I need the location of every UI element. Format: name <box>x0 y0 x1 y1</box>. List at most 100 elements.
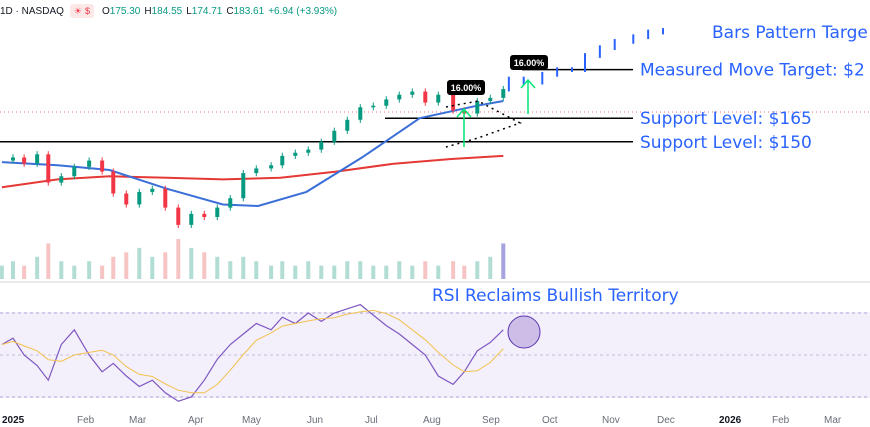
session-badge[interactable]: ☀ $ <box>69 4 94 18</box>
x-tick-label: 2025 <box>2 415 25 426</box>
volume-bar <box>451 261 456 279</box>
pct-label: 16.00% <box>451 83 482 93</box>
pct-label-box <box>510 55 548 70</box>
volume-bar <box>436 265 441 279</box>
level-label: Support Level: $165 <box>640 109 812 129</box>
arrow-head-icon <box>456 107 472 118</box>
pct-label-box <box>447 80 485 95</box>
candle-body <box>46 154 51 183</box>
candle-body <box>72 166 77 177</box>
candle-body <box>423 91 428 103</box>
volume-bar <box>87 261 92 279</box>
volume-bar <box>202 252 207 279</box>
candle-body <box>306 149 311 153</box>
change-value: +6.94 (+3.93%) <box>268 5 338 17</box>
volume-bar <box>0 265 4 279</box>
candle-body <box>163 188 168 208</box>
arrow-head-icon <box>520 78 536 89</box>
close-value: 183.61 <box>233 5 265 17</box>
candle-body <box>124 193 129 205</box>
x-tick-label: Mar <box>824 415 842 426</box>
volume-bar <box>269 265 274 279</box>
rsi-annotation: RSI Reclaims Bullish Territory <box>432 286 679 306</box>
symbol-interval[interactable]: 1D · NASDAQ <box>0 5 64 17</box>
volume-bar <box>176 239 181 279</box>
candle-body <box>319 141 324 150</box>
candle-body <box>293 152 298 156</box>
rsi-line <box>1 303 504 402</box>
volume-bar <box>423 261 428 279</box>
candle-body <box>111 171 116 194</box>
volume-bar <box>293 265 298 279</box>
volume-bar <box>358 261 363 279</box>
x-tick-label: Dec <box>657 415 675 426</box>
candle-body <box>410 91 415 95</box>
candle-body <box>59 176 64 183</box>
candle-body <box>202 213 207 218</box>
candle-body <box>150 188 155 192</box>
volume-bar <box>35 256 40 279</box>
x-tick-label: Feb <box>772 415 790 426</box>
candle-body <box>358 107 363 120</box>
x-tick-label: Apr <box>188 415 204 426</box>
x-tick-label: Sep <box>482 415 500 426</box>
candle-body <box>176 207 181 225</box>
candle-body <box>87 160 92 167</box>
candle-body <box>11 157 15 161</box>
volume-bar <box>488 256 493 279</box>
candle-body <box>345 119 350 131</box>
volume-bar <box>241 256 246 279</box>
candle-body <box>215 207 220 218</box>
volume-bar <box>228 261 233 279</box>
volume-bar <box>163 252 168 279</box>
pennant-pattern <box>445 100 522 148</box>
volume-bar <box>319 265 324 279</box>
volume-bar <box>22 265 27 279</box>
x-tick-label: 2026 <box>719 415 742 426</box>
x-tick-label: Mar <box>129 415 147 426</box>
x-tick-label: Aug <box>423 415 441 426</box>
volume-bar <box>462 265 467 279</box>
candle-body <box>137 191 142 205</box>
chart-header: 1D · NASDAQ ☀ $ O 175.30 H 184.55 L 174.71 … <box>0 2 341 20</box>
volume-bar <box>100 265 105 279</box>
volume-bar <box>410 265 415 279</box>
pct-label: 16.00% <box>514 58 545 68</box>
candle-body <box>397 94 402 100</box>
close-label: C <box>226 5 234 17</box>
volume-bar <box>371 265 376 279</box>
volume-bar <box>215 256 220 279</box>
candle-body <box>100 160 105 172</box>
volume-bar <box>11 261 15 279</box>
level-label: Support Level: $150 <box>640 133 812 153</box>
candle-body <box>35 154 40 164</box>
volume-bar <box>501 243 506 279</box>
candle-body <box>280 155 285 166</box>
volume-bar <box>384 265 389 279</box>
candle-body <box>384 99 389 106</box>
rsi-highlight-circle <box>507 315 541 349</box>
ma200-line <box>1 154 504 189</box>
volume-bar <box>137 247 142 279</box>
low-label: L <box>186 5 192 17</box>
candle-body <box>436 94 441 103</box>
volume-bar <box>189 247 194 279</box>
open-label: O <box>102 5 110 17</box>
volume-bar <box>46 243 51 279</box>
x-tick-label: Jun <box>307 415 323 426</box>
candle-body <box>501 89 506 98</box>
x-tick-label: Feb <box>77 415 95 426</box>
volume-bar <box>254 261 259 279</box>
candle-body <box>371 105 376 108</box>
candle-body <box>269 165 274 169</box>
high-value: 184.55 <box>151 5 183 17</box>
candle-body <box>254 168 259 174</box>
rsi-signal-line <box>1 309 504 394</box>
volume-bar <box>345 261 350 279</box>
volume-bar <box>280 261 285 279</box>
volume-bar <box>72 265 77 279</box>
candle-body <box>228 198 233 208</box>
volume-bar <box>306 261 311 279</box>
candle-body <box>488 97 493 101</box>
